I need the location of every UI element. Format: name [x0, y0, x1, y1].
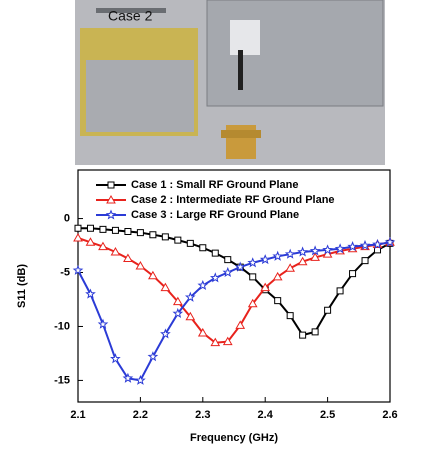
marker	[74, 224, 82, 232]
legend-label: Case 3 : Large RF Ground Plane	[131, 209, 299, 221]
marker	[73, 232, 83, 242]
legend-label: Case 2 : Intermediate RF Ground Plane	[131, 194, 335, 206]
marker	[235, 320, 246, 329]
marker	[311, 328, 319, 336]
marker	[247, 298, 258, 308]
marker	[324, 306, 332, 314]
x-tick-label: 2.1	[70, 409, 85, 421]
marker	[184, 291, 196, 302]
marker	[105, 209, 117, 220]
series-line	[78, 227, 391, 337]
x-tick-label: 2.2	[133, 409, 148, 421]
connector-nut	[221, 130, 261, 138]
photo-label: Case 2	[108, 8, 153, 24]
marker	[135, 374, 146, 385]
marker	[347, 240, 358, 252]
marker	[322, 244, 333, 255]
y-tick-label: -10	[54, 320, 70, 332]
marker	[286, 312, 294, 320]
legend-label: Case 1 : Small RF Ground Plane	[131, 179, 299, 191]
marker	[284, 248, 296, 259]
board-edge	[96, 8, 166, 13]
x-tick-label: 2.4	[258, 409, 274, 421]
marker	[110, 353, 121, 364]
marker	[285, 263, 296, 272]
marker	[172, 307, 184, 319]
marker	[361, 257, 369, 265]
marker	[110, 247, 121, 256]
marker	[259, 254, 271, 265]
marker	[124, 228, 132, 236]
y-axis-label: S11 (dB)	[16, 264, 28, 308]
marker	[172, 296, 183, 306]
x-axis-label: Frequency (GHz)	[190, 432, 278, 444]
marker	[149, 231, 157, 239]
marker	[107, 181, 115, 189]
marker	[185, 311, 196, 321]
marker	[135, 261, 146, 270]
x-tick-label: 2.6	[382, 409, 397, 421]
marker	[186, 239, 194, 247]
marker	[274, 297, 282, 305]
marker	[349, 270, 357, 278]
marker	[86, 224, 94, 232]
marker	[147, 351, 159, 362]
marker	[72, 264, 84, 275]
marker	[224, 256, 232, 264]
patch	[230, 20, 260, 55]
marker	[372, 238, 383, 250]
marker	[310, 252, 320, 261]
marker	[297, 246, 308, 257]
marker	[85, 288, 96, 299]
marker	[85, 237, 96, 246]
marker	[174, 236, 182, 244]
y-tick-label: -5	[60, 266, 70, 278]
marker	[222, 266, 234, 278]
marker	[160, 328, 171, 339]
marker	[272, 250, 284, 261]
marker	[309, 245, 321, 256]
marker	[359, 239, 371, 251]
marker	[160, 282, 171, 292]
marker	[111, 226, 119, 234]
marker	[122, 372, 134, 383]
y-tick-label: 0	[64, 212, 70, 224]
marker	[199, 244, 207, 252]
marker	[299, 331, 307, 339]
x-tick-label: 2.3	[195, 409, 210, 421]
marker	[272, 271, 283, 281]
marker	[197, 327, 208, 337]
cable	[238, 50, 243, 90]
marker	[211, 249, 219, 257]
marker	[98, 241, 108, 251]
marker	[136, 229, 144, 237]
marker	[322, 249, 333, 258]
marker	[336, 287, 344, 295]
marker	[384, 236, 396, 247]
marker	[249, 273, 257, 281]
marker	[334, 243, 346, 254]
small-ground	[86, 60, 194, 132]
x-tick-label: 2.5	[320, 409, 335, 421]
marker	[106, 194, 116, 204]
marker	[297, 256, 308, 266]
marker	[222, 336, 233, 346]
marker	[234, 261, 246, 272]
marker	[247, 257, 258, 268]
marker	[161, 233, 169, 241]
photo: Case 2	[75, 0, 385, 165]
marker	[97, 318, 109, 329]
plot-frame	[77, 169, 391, 403]
marker	[99, 225, 107, 233]
marker	[123, 253, 133, 262]
marker	[197, 279, 209, 291]
y-tick-label: -15	[54, 374, 70, 386]
marker	[260, 282, 271, 292]
marker	[148, 270, 158, 280]
marker	[210, 337, 221, 347]
marker	[209, 272, 221, 283]
